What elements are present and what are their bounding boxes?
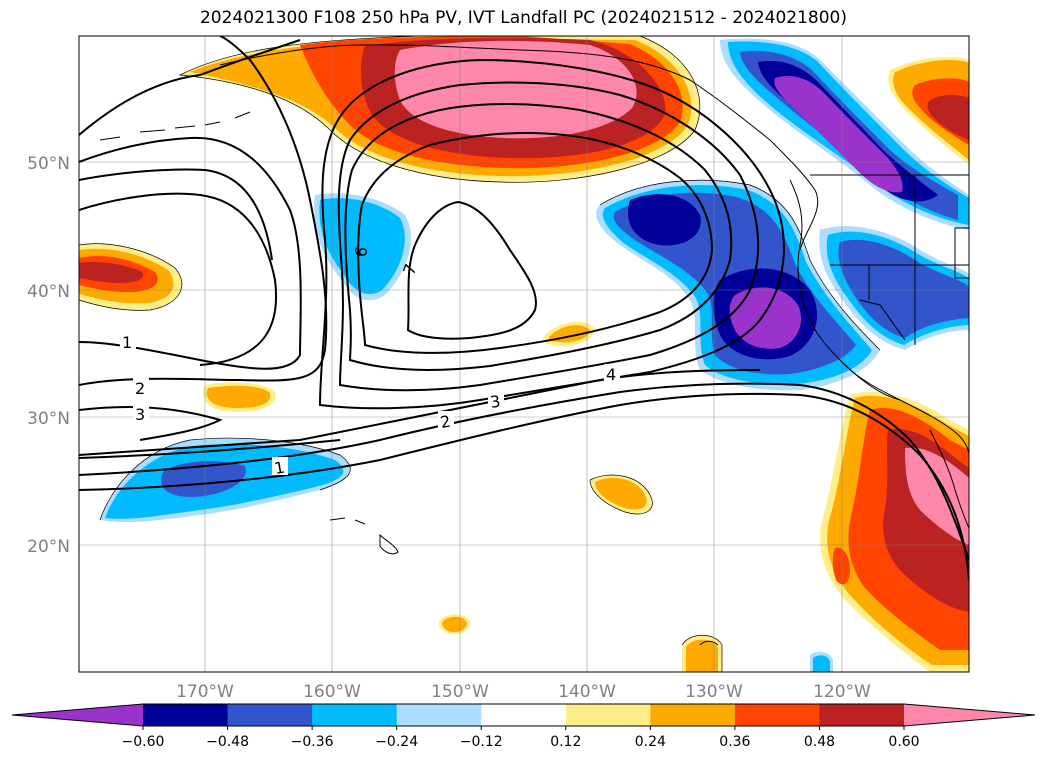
pv-contour-label: 4 (606, 365, 616, 384)
colorbar-tick-label: −0.60 (122, 734, 165, 750)
pv-contour-label: 2 (135, 379, 145, 398)
lon-label-130w: 130°W (685, 682, 743, 702)
pv-contour-label: 3 (135, 405, 145, 424)
lon-label-150w: 150°W (431, 682, 489, 702)
pv-contour-label: 2 (439, 412, 452, 432)
map-title: 2024021300 F108 250 hPa PV, IVT Landfall… (199, 8, 847, 28)
colorbar-segment (12, 704, 143, 726)
colorbar-segment (227, 704, 313, 726)
map-content: 1 2 3 4 6 7 1 2 3 (79, 36, 969, 672)
colorbar-tick-label: 0.12 (550, 734, 581, 750)
lon-label-140w: 140°W (558, 682, 616, 702)
colorbar-tick-label: −0.36 (291, 734, 334, 750)
ivt-positive-southeast (820, 391, 969, 672)
pv-contours (79, 36, 969, 581)
colorbar-tick-label: −0.12 (460, 734, 503, 750)
lon-label-170w: 170°W (176, 682, 234, 702)
graticule (79, 36, 969, 672)
lat-label-20n: 20°N (27, 537, 70, 557)
ivt-negative-northwest-coast (720, 38, 969, 230)
colorbar: −0.60 −0.48 −0.36 −0.24 −0.12 0.12 0.24 0.36 0.4… (11, 703, 1036, 750)
colorbar-tick-label: −0.48 (206, 734, 249, 750)
map-border (78, 35, 970, 673)
colorbar-tick-label: 0.36 (719, 734, 750, 750)
colorbar-segment (396, 704, 482, 726)
lat-label-30n: 30°N (27, 409, 70, 429)
lon-label-160w: 160°W (303, 682, 361, 702)
colorbar-segment (565, 704, 651, 726)
lon-label-120w: 120°W (813, 682, 871, 702)
ivt-positive-west (79, 243, 182, 311)
pv-contour-label: 1 (273, 458, 286, 478)
colorbar-segment (650, 704, 736, 726)
pv-contour-label: 6 (351, 245, 371, 258)
colorbar-segment (312, 704, 398, 726)
lat-label-40n: 40°N (27, 282, 70, 302)
ivt-negative-central-east (596, 180, 880, 391)
colorbar-tick-label: 0.24 (635, 734, 666, 750)
ivt-positive-northeast (888, 57, 969, 165)
colorbar-segment (734, 704, 820, 726)
ivt-negative-interior-west (819, 226, 969, 350)
lat-label-50n: 50°N (27, 154, 70, 174)
pv-contour-label-group: 1 2 3 4 6 7 1 2 3 (120, 245, 620, 478)
pv-contour-label: 3 (489, 392, 502, 412)
colorbar-tick-label: 0.48 (804, 734, 835, 750)
colorbar-tick-label: 0.60 (888, 734, 919, 750)
coastlines (99, 44, 969, 646)
colorbar-segment (481, 704, 567, 726)
colorbar-segment (819, 704, 905, 726)
colorbar-segment (143, 704, 229, 726)
shading-outlines (79, 36, 881, 672)
colorbar-tick-label: −0.24 (375, 734, 418, 750)
colorbar-segment (904, 704, 1035, 726)
pv-contour-label: 1 (122, 333, 132, 352)
